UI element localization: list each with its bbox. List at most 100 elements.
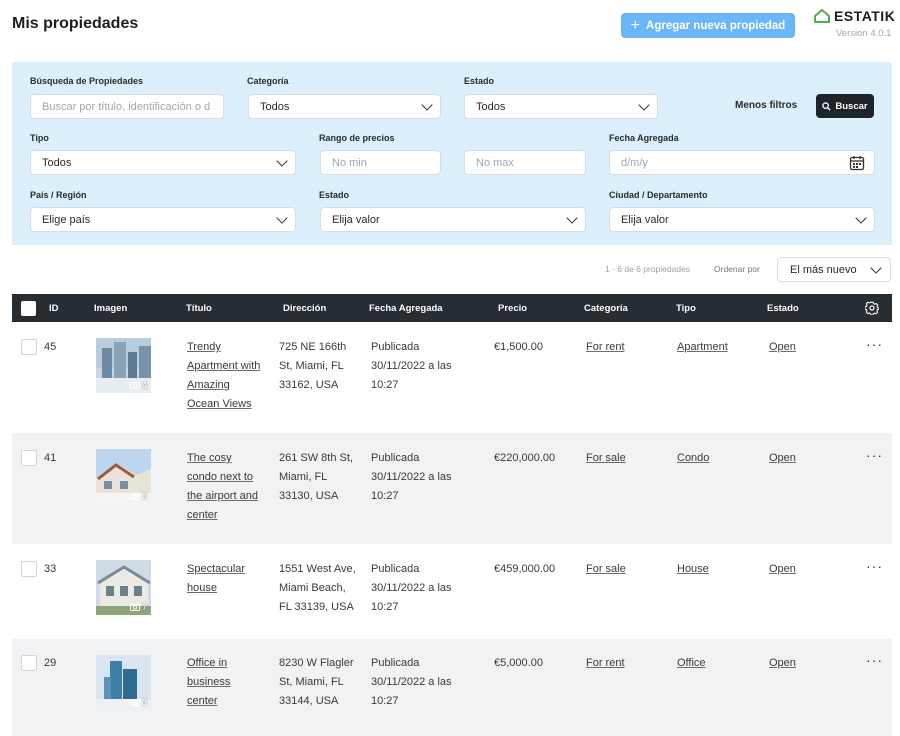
property-status-link[interactable]: Open bbox=[769, 657, 796, 669]
date-line: 30/11/2022 a las bbox=[371, 360, 452, 372]
property-type-link[interactable]: House bbox=[677, 563, 709, 575]
camera-icon bbox=[129, 382, 140, 389]
chevron-down-icon bbox=[566, 212, 578, 224]
property-type-link[interactable]: Office bbox=[677, 657, 706, 669]
address-line: 261 SW 8th St, bbox=[279, 452, 353, 464]
table-row[interactable]: 33 7 Spectacular house 1551 West Ave, Mi… bbox=[12, 544, 892, 639]
property-id: 41 bbox=[44, 452, 57, 464]
property-category-link[interactable]: For sale bbox=[586, 452, 626, 464]
column-header-date-added[interactable]: Fecha Agregada bbox=[369, 303, 443, 314]
property-thumbnail[interactable]: 3 bbox=[96, 655, 151, 710]
row-checkbox[interactable] bbox=[21, 450, 37, 466]
column-header-address[interactable]: Dirección bbox=[283, 303, 327, 314]
photo-count: 4 bbox=[129, 380, 147, 390]
property-type-link[interactable]: Apartment bbox=[677, 341, 728, 353]
photo-count: 3 bbox=[129, 697, 147, 707]
category-value: Todos bbox=[260, 100, 290, 113]
search-button[interactable]: Buscar bbox=[816, 94, 874, 118]
search-input[interactable]: Buscar por título, identificación o d bbox=[30, 94, 224, 119]
property-photo bbox=[96, 655, 151, 710]
column-header-image: Imagen bbox=[94, 303, 128, 314]
property-category-link[interactable]: For rent bbox=[586, 657, 625, 669]
property-thumbnail[interactable]: 4 bbox=[96, 338, 151, 393]
property-address: 261 SW 8th St, Miami, FL 33130, USA bbox=[279, 449, 353, 506]
more-actions-icon[interactable]: ··· bbox=[866, 652, 883, 668]
city-label: Ciudad / Departamento bbox=[609, 190, 708, 200]
chevron-down-icon bbox=[421, 99, 433, 111]
column-header-category[interactable]: Categoría bbox=[584, 303, 628, 314]
state-select[interactable]: Elija valor bbox=[320, 207, 586, 232]
column-header-title[interactable]: Título bbox=[186, 303, 212, 314]
photo-count-value: 7 bbox=[141, 602, 147, 612]
calendar-icon[interactable] bbox=[849, 155, 865, 171]
price-max-input[interactable]: No max bbox=[464, 150, 586, 175]
property-title-link[interactable]: Trendy Apartment with Amazing Ocean View… bbox=[187, 338, 260, 414]
type-select[interactable]: Todos bbox=[30, 150, 296, 175]
property-photo bbox=[96, 560, 151, 615]
state-value: Elija valor bbox=[332, 213, 380, 226]
title-line: center bbox=[187, 509, 218, 521]
category-select[interactable]: Todos bbox=[248, 94, 441, 119]
chevron-down-icon bbox=[276, 212, 288, 224]
property-category-link[interactable]: For rent bbox=[586, 341, 625, 353]
gear-icon[interactable] bbox=[865, 301, 879, 315]
select-all-checkbox[interactable] bbox=[21, 301, 36, 316]
page-title: Mis propiedades bbox=[12, 15, 139, 32]
more-actions-icon[interactable]: ··· bbox=[866, 336, 883, 352]
property-date: Publicada 30/11/2022 a las 10:27 bbox=[371, 654, 452, 711]
sort-select[interactable]: El más nuevo bbox=[777, 257, 891, 282]
property-title-link[interactable]: Office in business center bbox=[187, 654, 230, 711]
photo-count-value: 4 bbox=[141, 380, 147, 390]
property-status-link[interactable]: Open bbox=[769, 452, 796, 464]
date-added-label: Fecha Agregada bbox=[609, 133, 679, 143]
title-line: Trendy bbox=[187, 341, 221, 353]
title-line: condo next to bbox=[187, 471, 254, 483]
table-row[interactable]: 41 3 The cosy condo next to the airport … bbox=[12, 433, 892, 544]
address-line: St, Miami, FL bbox=[279, 360, 344, 372]
status-select[interactable]: Todos bbox=[464, 94, 658, 119]
property-status-link[interactable]: Open bbox=[769, 341, 796, 353]
plus-icon: + bbox=[630, 16, 641, 34]
column-header-price[interactable]: Precio bbox=[498, 303, 528, 314]
property-category-link[interactable]: For sale bbox=[586, 563, 626, 575]
property-type-link[interactable]: Condo bbox=[677, 452, 710, 464]
property-price: €459,000.00 bbox=[494, 563, 556, 575]
column-header-type[interactable]: Tipo bbox=[676, 303, 696, 314]
column-header-status[interactable]: Estado bbox=[767, 303, 799, 314]
property-thumbnail[interactable]: 3 bbox=[96, 449, 151, 504]
date-line: Publicada bbox=[371, 452, 420, 464]
house-logo-icon bbox=[814, 9, 830, 23]
row-checkbox[interactable] bbox=[21, 655, 37, 671]
city-select[interactable]: Elija valor bbox=[609, 207, 875, 232]
row-checkbox[interactable] bbox=[21, 561, 37, 577]
date-line: 10:27 bbox=[371, 379, 399, 391]
photo-count: 7 bbox=[129, 602, 147, 612]
date-added-input[interactable]: d/m/y bbox=[609, 150, 875, 175]
country-select[interactable]: Elige país bbox=[30, 207, 296, 232]
sort-label: Ordenar por bbox=[714, 264, 760, 274]
more-actions-icon[interactable]: ··· bbox=[866, 558, 883, 574]
property-title-link[interactable]: The cosy condo next to the airport and c… bbox=[187, 449, 258, 525]
property-status-link[interactable]: Open bbox=[769, 563, 796, 575]
more-actions-icon[interactable]: ··· bbox=[866, 447, 883, 463]
country-value: Elige país bbox=[42, 213, 91, 226]
title-line: center bbox=[187, 695, 218, 707]
add-property-button[interactable]: + Agregar nueva propiedad bbox=[621, 13, 795, 38]
search-icon bbox=[822, 101, 831, 111]
results-count: 1 - 6 de 6 propiedades bbox=[605, 264, 691, 274]
address-line: Miami, FL bbox=[279, 471, 328, 483]
property-id: 45 bbox=[44, 341, 57, 353]
property-thumbnail[interactable]: 7 bbox=[96, 560, 151, 615]
column-header-id[interactable]: ID bbox=[49, 303, 59, 314]
state-label: Estado bbox=[319, 190, 350, 200]
property-title-link[interactable]: Spectacular house bbox=[187, 560, 245, 598]
property-id: 29 bbox=[44, 657, 57, 669]
table-row[interactable]: 45 4 Trendy Apartment with Amazing Ocean… bbox=[12, 322, 892, 433]
address-line: 33130, USA bbox=[279, 490, 339, 502]
table-row[interactable]: 29 3 Office in business center 8230 W Fl… bbox=[12, 639, 892, 736]
less-filters-link[interactable]: Menos filtros bbox=[735, 100, 798, 111]
row-checkbox[interactable] bbox=[21, 339, 37, 355]
price-min-input[interactable]: No min bbox=[320, 150, 441, 175]
date-line: 10:27 bbox=[371, 601, 399, 613]
property-date: Publicada 30/11/2022 a las 10:27 bbox=[371, 560, 452, 617]
